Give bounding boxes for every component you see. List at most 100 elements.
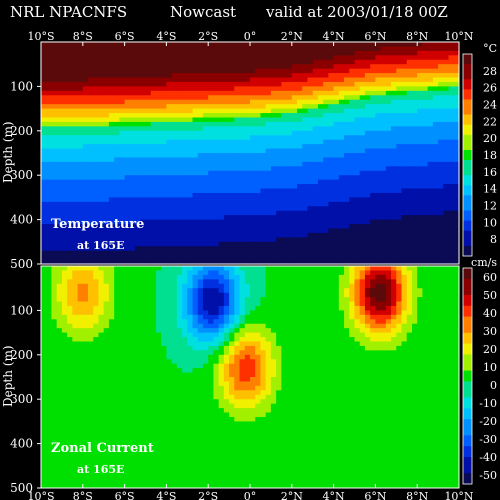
heatmap-cell	[202, 108, 209, 114]
heatmap-cell	[166, 224, 173, 230]
heatmap-cell	[155, 113, 162, 119]
heatmap-cell	[202, 77, 209, 83]
heatmap-cell	[281, 161, 288, 167]
heatmap-cell	[103, 266, 110, 272]
heatmap-cell	[51, 345, 58, 351]
heatmap-cell	[359, 104, 366, 110]
heatmap-cell	[453, 73, 459, 79]
heatmap-cell	[129, 148, 136, 154]
heatmap-cell	[119, 372, 126, 378]
heatmap-cell	[56, 456, 63, 462]
heatmap-cell	[406, 148, 413, 154]
heatmap-cell	[265, 117, 272, 123]
heatmap-cell	[234, 121, 241, 127]
heatmap-cell	[312, 237, 319, 243]
heatmap-cell	[438, 42, 444, 48]
heatmap-cell	[61, 81, 68, 87]
heatmap-cell	[166, 259, 173, 264]
heatmap-cell	[302, 215, 309, 221]
heatmap-cell	[166, 232, 173, 238]
heatmap-cell	[312, 228, 319, 234]
heatmap-cell	[239, 241, 246, 247]
heatmap-cell	[67, 104, 73, 110]
heatmap-cell	[244, 50, 251, 56]
heatmap-cell	[223, 157, 230, 163]
heatmap-cell	[82, 144, 89, 150]
heatmap-cell	[359, 99, 366, 105]
heatmap-cell	[270, 188, 277, 194]
heatmap-cell	[197, 139, 204, 145]
heatmap-cell	[255, 68, 262, 74]
heatmap-cell	[307, 68, 314, 74]
heatmap-cell	[103, 328, 110, 334]
heatmap-cell	[302, 192, 309, 198]
heatmap-cell	[103, 323, 110, 329]
heatmap-cell	[192, 113, 199, 119]
heatmap-cell	[155, 46, 162, 52]
heatmap-cell	[61, 461, 68, 467]
heatmap-cell	[250, 148, 256, 154]
heatmap-cell	[291, 104, 298, 110]
heatmap-cell	[197, 192, 204, 198]
heatmap-cell	[161, 237, 167, 243]
heatmap-cell	[391, 42, 397, 48]
heatmap-cell	[359, 108, 366, 114]
heatmap-cell	[229, 99, 235, 105]
heatmap-cell	[375, 81, 382, 87]
heatmap-cell	[406, 224, 413, 230]
heatmap-cell	[67, 108, 73, 114]
heatmap-cell	[385, 215, 392, 221]
heatmap-cell	[244, 170, 251, 176]
heatmap-cell	[51, 434, 58, 440]
heatmap-cell	[41, 255, 47, 261]
heatmap-cell	[312, 86, 319, 92]
heatmap-cell	[208, 228, 215, 234]
heatmap-cell	[119, 259, 126, 264]
heatmap-cell	[41, 434, 47, 440]
heatmap-cell	[218, 108, 225, 114]
heatmap-cell	[129, 314, 136, 320]
heatmap-cell	[140, 259, 147, 264]
heatmap-cell	[93, 113, 100, 119]
heatmap-cell	[438, 241, 444, 247]
heatmap-cell	[380, 237, 387, 243]
heatmap-cell	[88, 452, 94, 458]
heatmap-cell	[140, 377, 147, 383]
heatmap-cell	[291, 95, 298, 101]
heatmap-cell	[46, 452, 53, 458]
heatmap-cell	[202, 175, 209, 181]
heatmap-cell	[140, 416, 147, 422]
heatmap-cell	[229, 130, 235, 136]
heatmap-cell	[448, 157, 455, 163]
heatmap-cell	[443, 117, 450, 123]
heatmap-cell	[349, 201, 356, 207]
heatmap-cell	[46, 215, 53, 221]
heatmap-cell	[344, 188, 350, 194]
heatmap-cell	[239, 121, 246, 127]
heatmap-cell	[213, 42, 220, 48]
heatmap-cell	[129, 448, 136, 454]
heatmap-cell	[286, 175, 293, 181]
heatmap-cell	[370, 86, 376, 92]
heatmap-cell	[98, 175, 105, 181]
heatmap-cell	[291, 64, 298, 70]
heatmap-cell	[135, 430, 141, 436]
heatmap-cell	[150, 215, 157, 221]
heatmap-cell	[108, 121, 115, 127]
heatmap-cell	[338, 241, 345, 247]
heatmap-cell	[276, 104, 282, 110]
heatmap-cell	[359, 117, 366, 123]
heatmap-cell	[244, 232, 251, 238]
heatmap-cell	[124, 255, 131, 261]
heatmap-cell	[323, 121, 329, 127]
heatmap-cell	[250, 246, 256, 252]
heatmap-cell	[98, 148, 105, 154]
heatmap-cell	[370, 246, 376, 252]
heatmap-cell	[443, 201, 450, 207]
heatmap-cell	[46, 297, 53, 303]
heatmap-cell	[380, 192, 387, 198]
heatmap-cell	[155, 188, 162, 194]
heatmap-cell	[328, 55, 335, 61]
heatmap-cell	[98, 139, 105, 145]
heatmap-cell	[182, 108, 188, 114]
